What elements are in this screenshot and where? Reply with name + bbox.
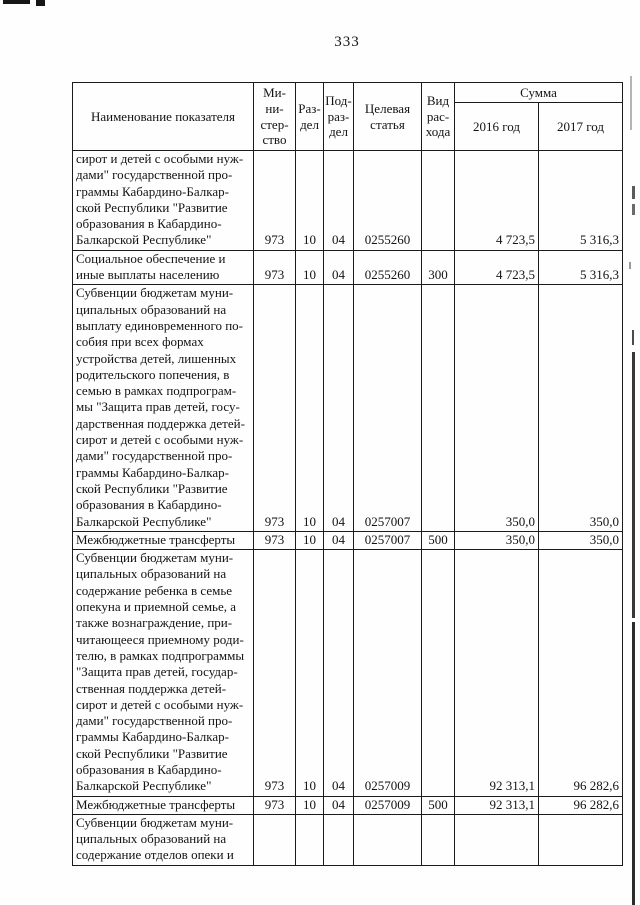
cell-y2016: 92 313,1 bbox=[454, 549, 539, 797]
cell-ministry: 973 bbox=[253, 549, 296, 797]
cell-ministry bbox=[253, 813, 296, 866]
cell-target: 0257009 bbox=[353, 549, 422, 797]
header-ministry: Ми- ни- стер- ство bbox=[253, 82, 296, 151]
budget-table: Наименование показателя Ми- ни- стер- ст… bbox=[72, 82, 623, 866]
scan-artifact-edge-line bbox=[632, 204, 635, 215]
header-expense-type: Вид рас- хода bbox=[421, 82, 455, 151]
cell-razdel bbox=[295, 813, 324, 866]
scan-artifact-edge-line bbox=[632, 186, 635, 199]
table-row: Субвенции бюджетам муни- ципальных образ… bbox=[72, 284, 623, 532]
cell-razdel: 10 bbox=[295, 795, 324, 815]
table-header: Наименование показателя Ми- ни- стер- ст… bbox=[72, 82, 623, 151]
header-target-article: Целевая статья bbox=[353, 82, 422, 151]
table-row: Межбюджетные трансферты 973 10 04 0257009 500… bbox=[72, 795, 623, 815]
cell-podrazdel: 04 bbox=[323, 249, 354, 286]
header-summa: Сумма bbox=[454, 82, 623, 103]
cell-vid: 300 bbox=[421, 249, 455, 286]
cell-vid bbox=[421, 549, 455, 797]
cell-y2017: 5 316,3 bbox=[538, 150, 623, 251]
cell-ministry: 973 bbox=[253, 530, 296, 551]
cell-target: 0257009 bbox=[353, 795, 422, 815]
cell-razdel: 10 bbox=[295, 549, 324, 797]
cell-vid: 500 bbox=[421, 530, 455, 551]
table-row: Субвенции бюджетам муни- ципальных образ… bbox=[72, 549, 623, 797]
cell-vid bbox=[421, 284, 455, 532]
header-razdel: Раз- дел bbox=[295, 82, 324, 151]
cell-y2016: 4 723,5 bbox=[454, 249, 539, 286]
page-number: 333 bbox=[334, 34, 360, 50]
cell-y2016 bbox=[454, 813, 539, 866]
cell-ministry: 973 bbox=[253, 150, 296, 251]
cell-name: Субвенции бюджетам муни- ципальных образ… bbox=[72, 549, 254, 797]
cell-y2016: 92 313,1 bbox=[454, 795, 539, 815]
cell-y2017: 96 282,6 bbox=[538, 795, 623, 815]
cell-target: 0257007 bbox=[353, 284, 422, 532]
scan-artifact-edge-line bbox=[632, 330, 634, 345]
table-row: сирот и детей с особыми нуж- дами" госуд… bbox=[72, 150, 623, 251]
cell-ministry: 973 bbox=[253, 284, 296, 532]
cell-target: 0257007 bbox=[353, 530, 422, 551]
scan-artifact-edge-line bbox=[632, 352, 635, 618]
cell-razdel: 10 bbox=[295, 249, 324, 286]
cell-name: сирот и детей с особыми нуж- дами" госуд… bbox=[72, 150, 254, 251]
cell-podrazdel: 04 bbox=[323, 549, 354, 797]
cell-name: Межбюджетные трансферты bbox=[72, 530, 254, 551]
cell-y2017: 350,0 bbox=[538, 530, 623, 551]
cell-name: Субвенции бюджетам муни- ципальных образ… bbox=[72, 813, 254, 866]
scan-artifact-edge-line bbox=[632, 622, 635, 905]
table-row: Субвенции бюджетам муни- ципальных образ… bbox=[72, 813, 623, 866]
cell-name: Социальное обеспечение и иные выплаты на… bbox=[72, 249, 254, 286]
cell-target: 0255260 bbox=[353, 150, 422, 251]
cell-y2016: 350,0 bbox=[454, 284, 539, 532]
cell-target bbox=[353, 813, 422, 866]
cell-name: Межбюджетные трансферты bbox=[72, 795, 254, 815]
cell-y2017: 96 282,6 bbox=[538, 549, 623, 797]
cell-podrazdel: 04 bbox=[323, 530, 354, 551]
table-row: Межбюджетные трансферты 973 10 04 0257007 500… bbox=[72, 530, 623, 551]
cell-name: Субвенции бюджетам муни- ципальных образ… bbox=[72, 284, 254, 532]
header-year-2016: 2016 год bbox=[454, 102, 539, 151]
table-row: Социальное обеспечение и иные выплаты на… bbox=[72, 249, 623, 286]
header-year-2017: 2017 год bbox=[538, 102, 623, 151]
cell-podrazdel: 04 bbox=[323, 795, 354, 815]
scan-artifact-bar bbox=[3, 0, 30, 4]
cell-y2016: 350,0 bbox=[454, 530, 539, 551]
cell-razdel: 10 bbox=[295, 530, 324, 551]
cell-vid bbox=[421, 150, 455, 251]
header-name: Наименование показателя bbox=[72, 82, 254, 151]
scan-artifact-dot bbox=[36, 0, 45, 6]
cell-y2017: 350,0 bbox=[538, 284, 623, 532]
scan-artifact-edge-line bbox=[630, 76, 632, 130]
cell-y2017 bbox=[538, 813, 623, 866]
cell-y2016: 4 723,5 bbox=[454, 150, 539, 251]
cell-ministry: 973 bbox=[253, 249, 296, 286]
scan-artifact-edge-line bbox=[629, 262, 631, 269]
cell-target: 0255260 bbox=[353, 249, 422, 286]
cell-vid: 500 bbox=[421, 795, 455, 815]
cell-ministry: 973 bbox=[253, 795, 296, 815]
cell-vid bbox=[421, 813, 455, 866]
cell-podrazdel bbox=[323, 813, 354, 866]
cell-razdel: 10 bbox=[295, 150, 324, 251]
cell-podrazdel: 04 bbox=[323, 284, 354, 532]
cell-y2017: 5 316,3 bbox=[538, 249, 623, 286]
header-podrazdel: Под- раз- дел bbox=[323, 82, 354, 151]
cell-podrazdel: 04 bbox=[323, 150, 354, 251]
table-body: сирот и детей с особыми нуж- дами" госуд… bbox=[72, 150, 623, 866]
cell-razdel: 10 bbox=[295, 284, 324, 532]
